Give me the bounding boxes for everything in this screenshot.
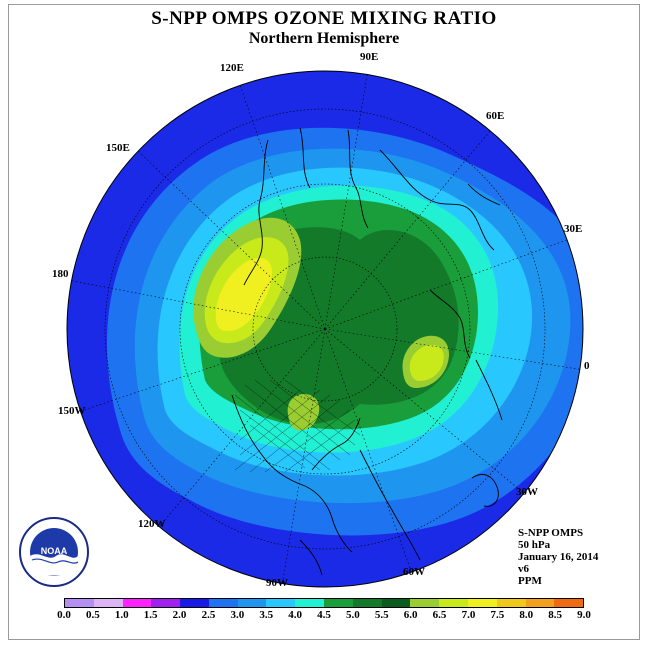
coastlines <box>231 127 503 576</box>
lon-label-90e: 90E <box>360 51 379 63</box>
lon-label-0: 0 <box>584 360 590 372</box>
colorbar-segment <box>352 599 382 607</box>
colorbar <box>64 598 584 608</box>
lon-label-30e: 30E <box>564 223 583 235</box>
colorbar-tick-label: 2.0 <box>172 609 187 621</box>
plot-frame <box>8 4 640 640</box>
map-title: S-NPP OMPS OZONE MIXING RATIO <box>151 8 497 29</box>
lon-label-30w: 30W <box>516 486 538 498</box>
stipple-region <box>234 379 361 473</box>
noaa-logo-text: NOAA <box>41 546 68 556</box>
lon-label-60w: 60W <box>403 566 425 578</box>
colorbar-tick-label: 3.5 <box>259 609 274 621</box>
colorbar-tick-label: 4.0 <box>288 609 302 621</box>
colorbar-tick-label: 8.5 <box>548 609 562 621</box>
colorbar-tick-label: 3.0 <box>230 609 245 621</box>
colorbar-tick-label: 2.5 <box>201 609 216 621</box>
colorbar-segment <box>295 599 325 607</box>
lon-label-120w: 120W <box>138 518 166 530</box>
colorbar-segment <box>467 599 497 607</box>
colorbar-tick-label: 9.0 <box>577 609 591 621</box>
colorbar-segment <box>65 599 94 607</box>
info-version: v6 <box>518 563 529 575</box>
info-block: S-NPP OMPS 50 hPa January 16, 2014 v6 PP… <box>518 527 598 587</box>
colorbar-tick-label: 1.0 <box>114 609 129 621</box>
map-subtitle: Northern Hemisphere <box>248 30 400 47</box>
colorbar-segment <box>208 599 238 607</box>
lon-label-120e: 120E <box>220 62 244 74</box>
lon-label-150e: 150E <box>106 142 130 154</box>
colorbar-segment <box>237 599 267 607</box>
field-blob-west-65 <box>215 257 272 332</box>
ozone-field <box>67 71 583 587</box>
colorbar-tick-label: 5.5 <box>374 609 389 621</box>
noaa-logo-icon: NOAA <box>19 517 89 587</box>
lon-label-180: 180 <box>52 268 69 280</box>
colorbar-tick-label: 4.5 <box>317 609 331 621</box>
colorbar-tick-label: 5.0 <box>346 609 360 621</box>
colorbar-tick-label: 1.5 <box>143 609 158 621</box>
colorbar-segment <box>122 599 152 607</box>
colorbar-tick-label: 0.5 <box>86 609 100 621</box>
colorbar-tick-label: 0.0 <box>57 609 71 621</box>
colorbar-segment <box>554 599 584 607</box>
info-units: PPM <box>518 575 542 587</box>
colorbar-segment <box>180 599 209 607</box>
colorbar-segment <box>381 599 411 607</box>
info-level: 50 hPa <box>518 539 551 551</box>
colorbar-segment <box>496 599 526 607</box>
lon-label-60e: 60E <box>486 110 505 122</box>
colorbar-tick-label: 7.5 <box>490 609 505 621</box>
info-date: January 16, 2014 <box>518 551 599 563</box>
info-instrument: S-NPP OMPS <box>518 527 584 539</box>
colorbar-segment <box>525 599 555 607</box>
colorbar-tick-label: 8.0 <box>519 609 534 621</box>
colorbar-segment <box>151 599 181 607</box>
colorbar-segment <box>93 599 123 607</box>
lon-label-90w: 90W <box>266 577 288 589</box>
field-blob-east-60 <box>409 344 444 381</box>
colorbar-tick-label: 6.0 <box>403 609 418 621</box>
colorbar-segment <box>410 599 440 607</box>
meridians <box>67 71 583 587</box>
colorbar-tick-label: 6.5 <box>432 609 447 621</box>
colorbar-segment <box>324 599 353 607</box>
colorbar-tick-label: 7.0 <box>461 609 476 621</box>
lon-label-150w: 150W <box>58 405 86 417</box>
map-boundary <box>66 70 584 588</box>
colorbar-segment <box>266 599 296 607</box>
field-blob-hudson-55 <box>287 394 320 431</box>
colorbar-ticks: 0.0 0.5 1.0 1.5 2.0 2.5 3.0 3.5 4.0 4.5 5.0 5.5 6.0 6… <box>54 609 594 623</box>
graticule <box>104 108 546 550</box>
colorbar-segment <box>439 599 468 607</box>
